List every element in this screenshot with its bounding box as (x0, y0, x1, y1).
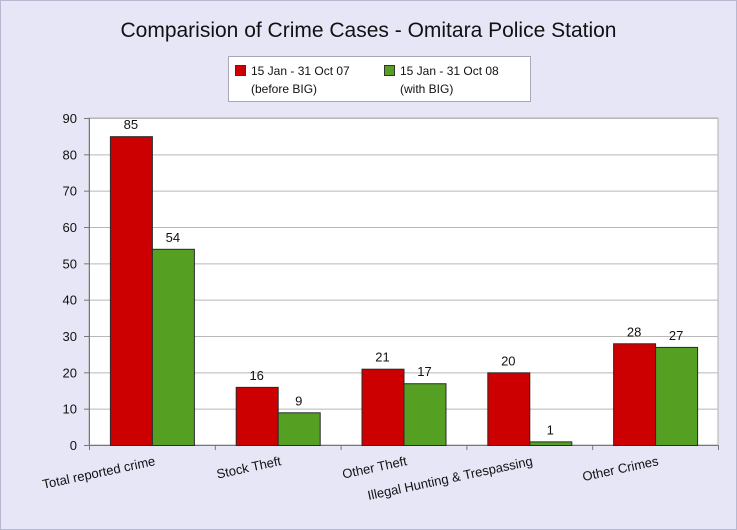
bar (487, 372, 531, 447)
data-label: 20 (501, 353, 515, 368)
legend-sublabel-2007: (before BIG) (251, 82, 318, 96)
data-label: 85 (124, 117, 138, 132)
bar (613, 343, 657, 446)
y-tick-label: 80 (63, 147, 77, 162)
bar (277, 412, 321, 446)
data-label: 16 (249, 368, 263, 383)
y-tick-label: 90 (63, 111, 77, 126)
data-label: 21 (375, 350, 389, 365)
data-label: 28 (627, 324, 641, 339)
x-tick-label: Total reported crime (41, 453, 156, 492)
y-tick-label: 60 (63, 220, 77, 235)
legend-label-2008: 15 Jan - 31 Oct 08 (400, 64, 499, 78)
data-label: 27 (669, 328, 683, 343)
y-tick-label: 30 (63, 329, 77, 344)
bar (403, 383, 447, 447)
bar (655, 346, 699, 446)
legend-sublabel-2008: (with BIG) (400, 82, 454, 96)
x-tick-label: Stock Theft (215, 453, 283, 481)
bar (235, 386, 279, 447)
legend: 15 Jan - 31 Oct 07 (before BIG) 15 Jan -… (228, 56, 531, 102)
y-tick-label: 50 (63, 256, 77, 271)
data-label: 9 (295, 393, 302, 408)
bar (529, 441, 573, 447)
data-label: 54 (166, 230, 180, 245)
data-label: 1 (547, 422, 554, 437)
y-tick-label: 20 (63, 365, 77, 380)
legend-swatch-2008 (384, 65, 395, 76)
bar (151, 248, 195, 446)
x-tick-label: Other Crimes (581, 453, 660, 484)
bar (361, 368, 405, 447)
data-label: 17 (417, 364, 431, 379)
y-tick-label: 10 (63, 402, 77, 417)
y-tick-label: 40 (63, 293, 77, 308)
y-tick-label: 70 (63, 184, 77, 199)
chart-title: Comparision of Crime Cases - Omitara Pol… (120, 19, 617, 42)
legend-swatch-2007 (235, 65, 246, 76)
y-tick-label: 0 (70, 438, 77, 453)
legend-label-2007: 15 Jan - 31 Oct 07 (251, 64, 350, 78)
x-tick-label: Other Theft (341, 453, 409, 481)
bar (109, 136, 153, 447)
